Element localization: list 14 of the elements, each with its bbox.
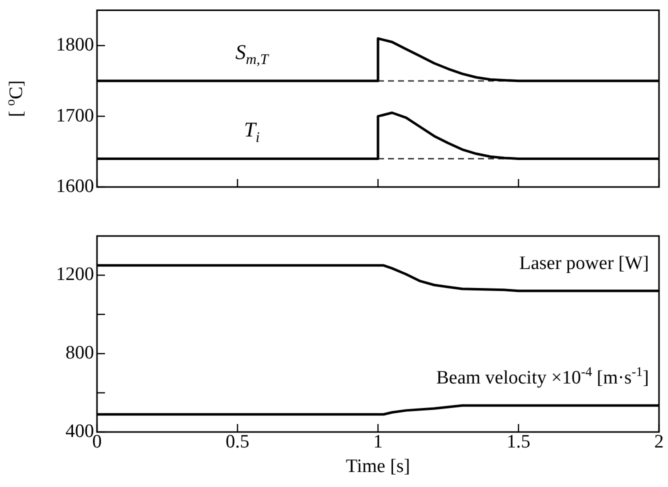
y-tick-label: 1700 [56,105,94,126]
y-tick-label: 1200 [56,264,94,286]
x-tick-label: 1 [373,431,383,452]
x-tick-label: 2 [654,431,664,452]
x-axis-title: Time [s] [346,456,410,477]
y-tick-label: 400 [66,420,94,442]
x-tick-label: 0 [92,431,102,452]
y-tick-label: 1600 [56,176,94,197]
x-tick-label: 0.5 [226,431,250,452]
y-tick-label: 800 [66,342,94,364]
series-label: Laser power [W] [519,252,650,274]
x-tick-label: 1.5 [506,431,530,452]
y-axis-title: [ oC] [2,80,27,117]
y-tick-label: 1800 [56,34,94,56]
